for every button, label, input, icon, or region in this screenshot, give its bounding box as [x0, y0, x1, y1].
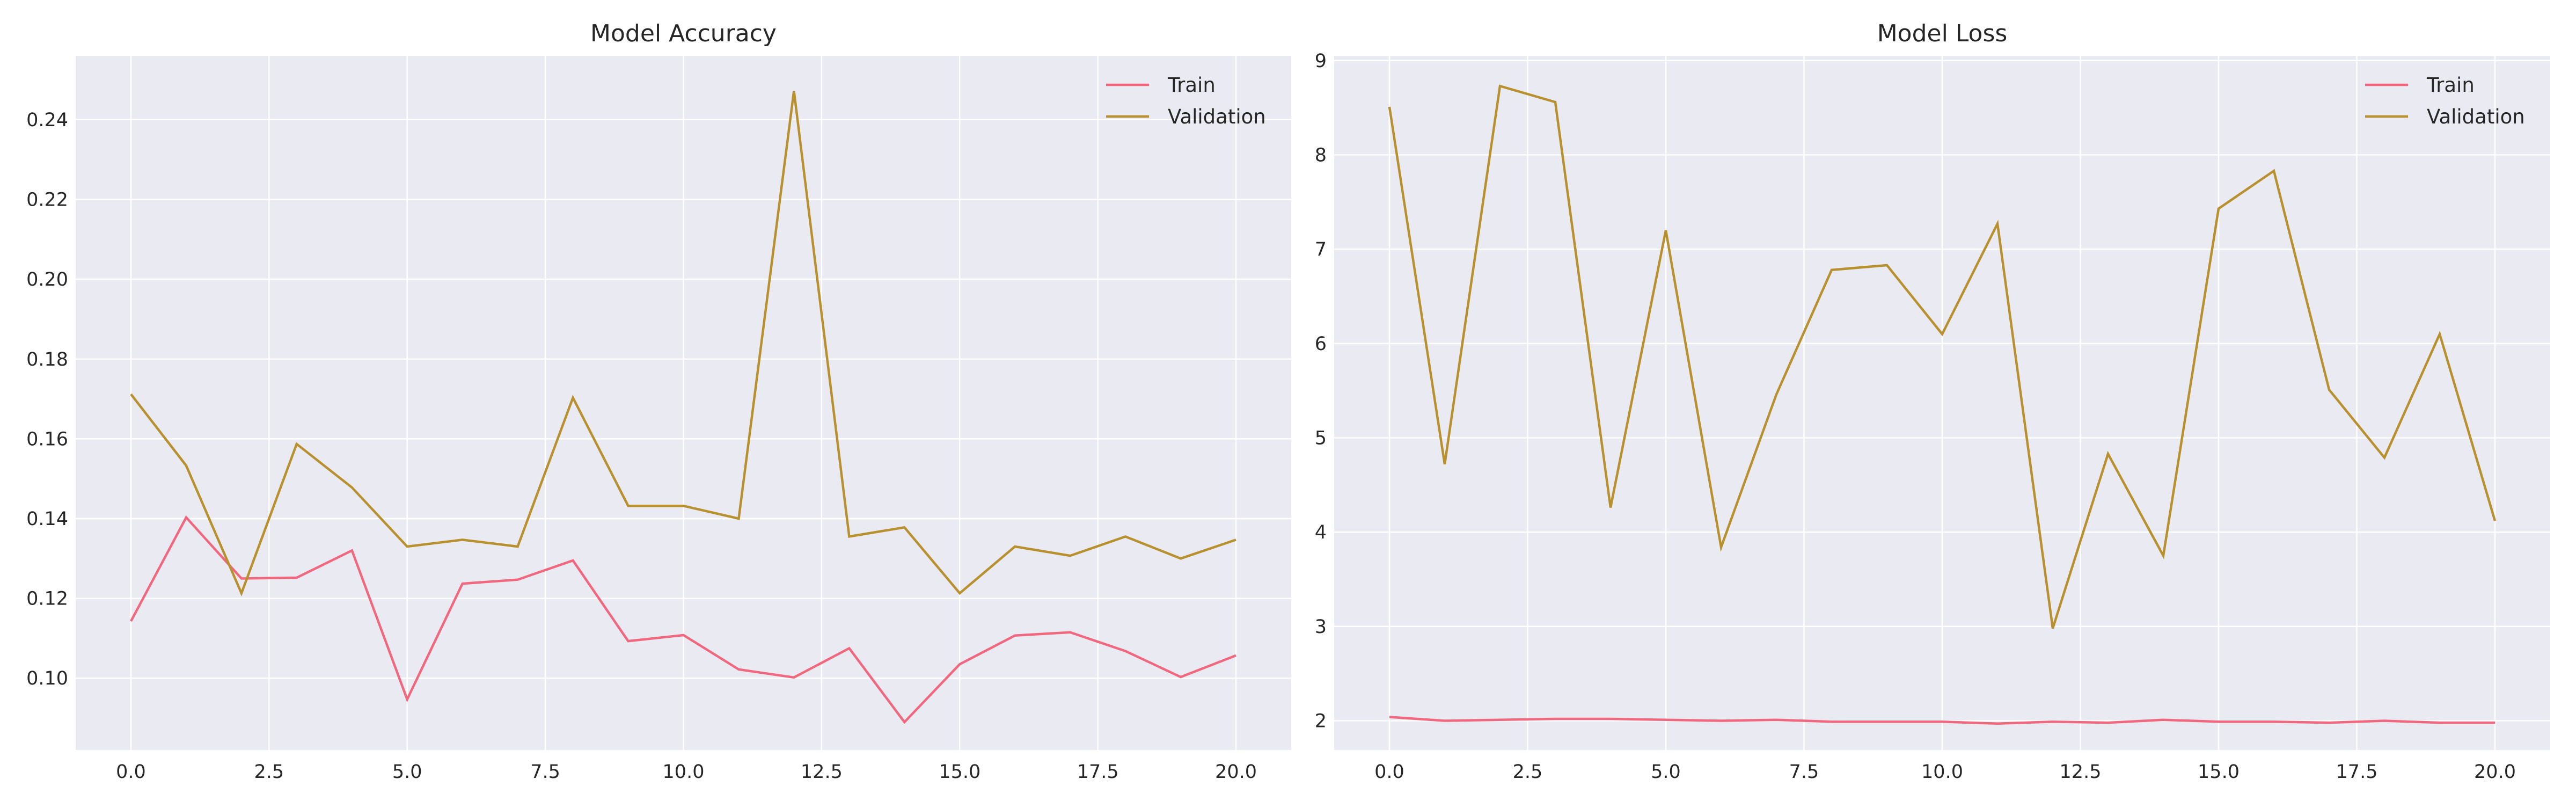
accuracy-x-tick-label: 2.5 — [254, 761, 284, 783]
loss-y-tick-label: 5 — [1315, 428, 1327, 449]
loss-x-tick-label: 7.5 — [1789, 761, 1819, 783]
loss-y-tick-label: 3 — [1315, 616, 1327, 638]
loss-x-tick-label: 12.5 — [2060, 761, 2102, 783]
loss-x-tick-label: 17.5 — [2336, 761, 2378, 783]
accuracy-legend: Train Validation — [1106, 74, 1266, 128]
accuracy-legend-label-validation: Validation — [1168, 105, 1266, 128]
loss-x-tick-label: 20.0 — [2474, 761, 2516, 783]
accuracy-chart: 0.0 2.5 5.0 7.5 10.0 12.5 15.0 17.5 20.0 0.10 0.12… — [26, 20, 1291, 783]
accuracy-train-line — [130, 515, 1236, 724]
accuracy-x-tick-label: 15.0 — [939, 761, 980, 783]
accuracy-chart-title: Model Accuracy — [590, 20, 777, 47]
loss-y-tick-label: 8 — [1315, 144, 1327, 166]
loss-validation-line — [1388, 84, 2497, 629]
accuracy-x-tick-label: 12.5 — [801, 761, 843, 783]
accuracy-validation-line — [130, 91, 1236, 597]
accuracy-y-tick-label: 0.10 — [26, 668, 68, 689]
accuracy-y-tick-label: 0.22 — [26, 190, 68, 211]
accuracy-y-tick-label: 0.12 — [26, 588, 68, 610]
loss-x-tick-label: 0.0 — [1374, 761, 1404, 783]
accuracy-x-tick-label: 5.0 — [392, 761, 422, 783]
accuracy-x-tick-label: 7.5 — [530, 761, 560, 783]
accuracy-x-tick-label: 20.0 — [1215, 761, 1257, 783]
loss-legend-label-train: Train — [2426, 74, 2475, 97]
accuracy-y-tick-label: 0.18 — [26, 349, 68, 370]
loss-legend: Train Validation — [2365, 74, 2525, 128]
accuracy-x-tick-label: 17.5 — [1077, 761, 1119, 783]
accuracy-y-tick-label: 0.14 — [26, 508, 68, 530]
loss-y-tick-label: 7 — [1315, 239, 1327, 260]
loss-chart: 0.0 2.5 5.0 7.5 10.0 12.5 15.0 17.5 20.0 2 3 4 5 6 7 8 9… — [1315, 20, 2550, 783]
loss-x-tick-label: 10.0 — [1921, 761, 1963, 783]
loss-y-tick-label: 6 — [1315, 333, 1327, 355]
loss-x-tick-label: 2.5 — [1513, 761, 1543, 783]
loss-chart-title: Model Loss — [1877, 20, 2008, 47]
accuracy-legend-label-train: Train — [1167, 74, 1216, 97]
loss-legend-label-validation: Validation — [2427, 105, 2525, 128]
loss-x-tick-label: 15.0 — [2198, 761, 2240, 783]
loss-train-line — [1389, 716, 2495, 725]
accuracy-y-tick-label: 0.20 — [26, 269, 68, 290]
accuracy-y-tick-label: 0.16 — [26, 428, 68, 450]
accuracy-x-tick-label: 0.0 — [116, 761, 146, 783]
loss-y-tick-label: 4 — [1315, 522, 1327, 543]
accuracy-x-tick-label: 10.0 — [663, 761, 705, 783]
loss-x-tick-label: 5.0 — [1651, 761, 1681, 783]
loss-y-tick-label: 9 — [1315, 50, 1327, 72]
loss-y-tick-label: 2 — [1315, 711, 1327, 732]
accuracy-y-tick-label: 0.24 — [26, 110, 68, 131]
